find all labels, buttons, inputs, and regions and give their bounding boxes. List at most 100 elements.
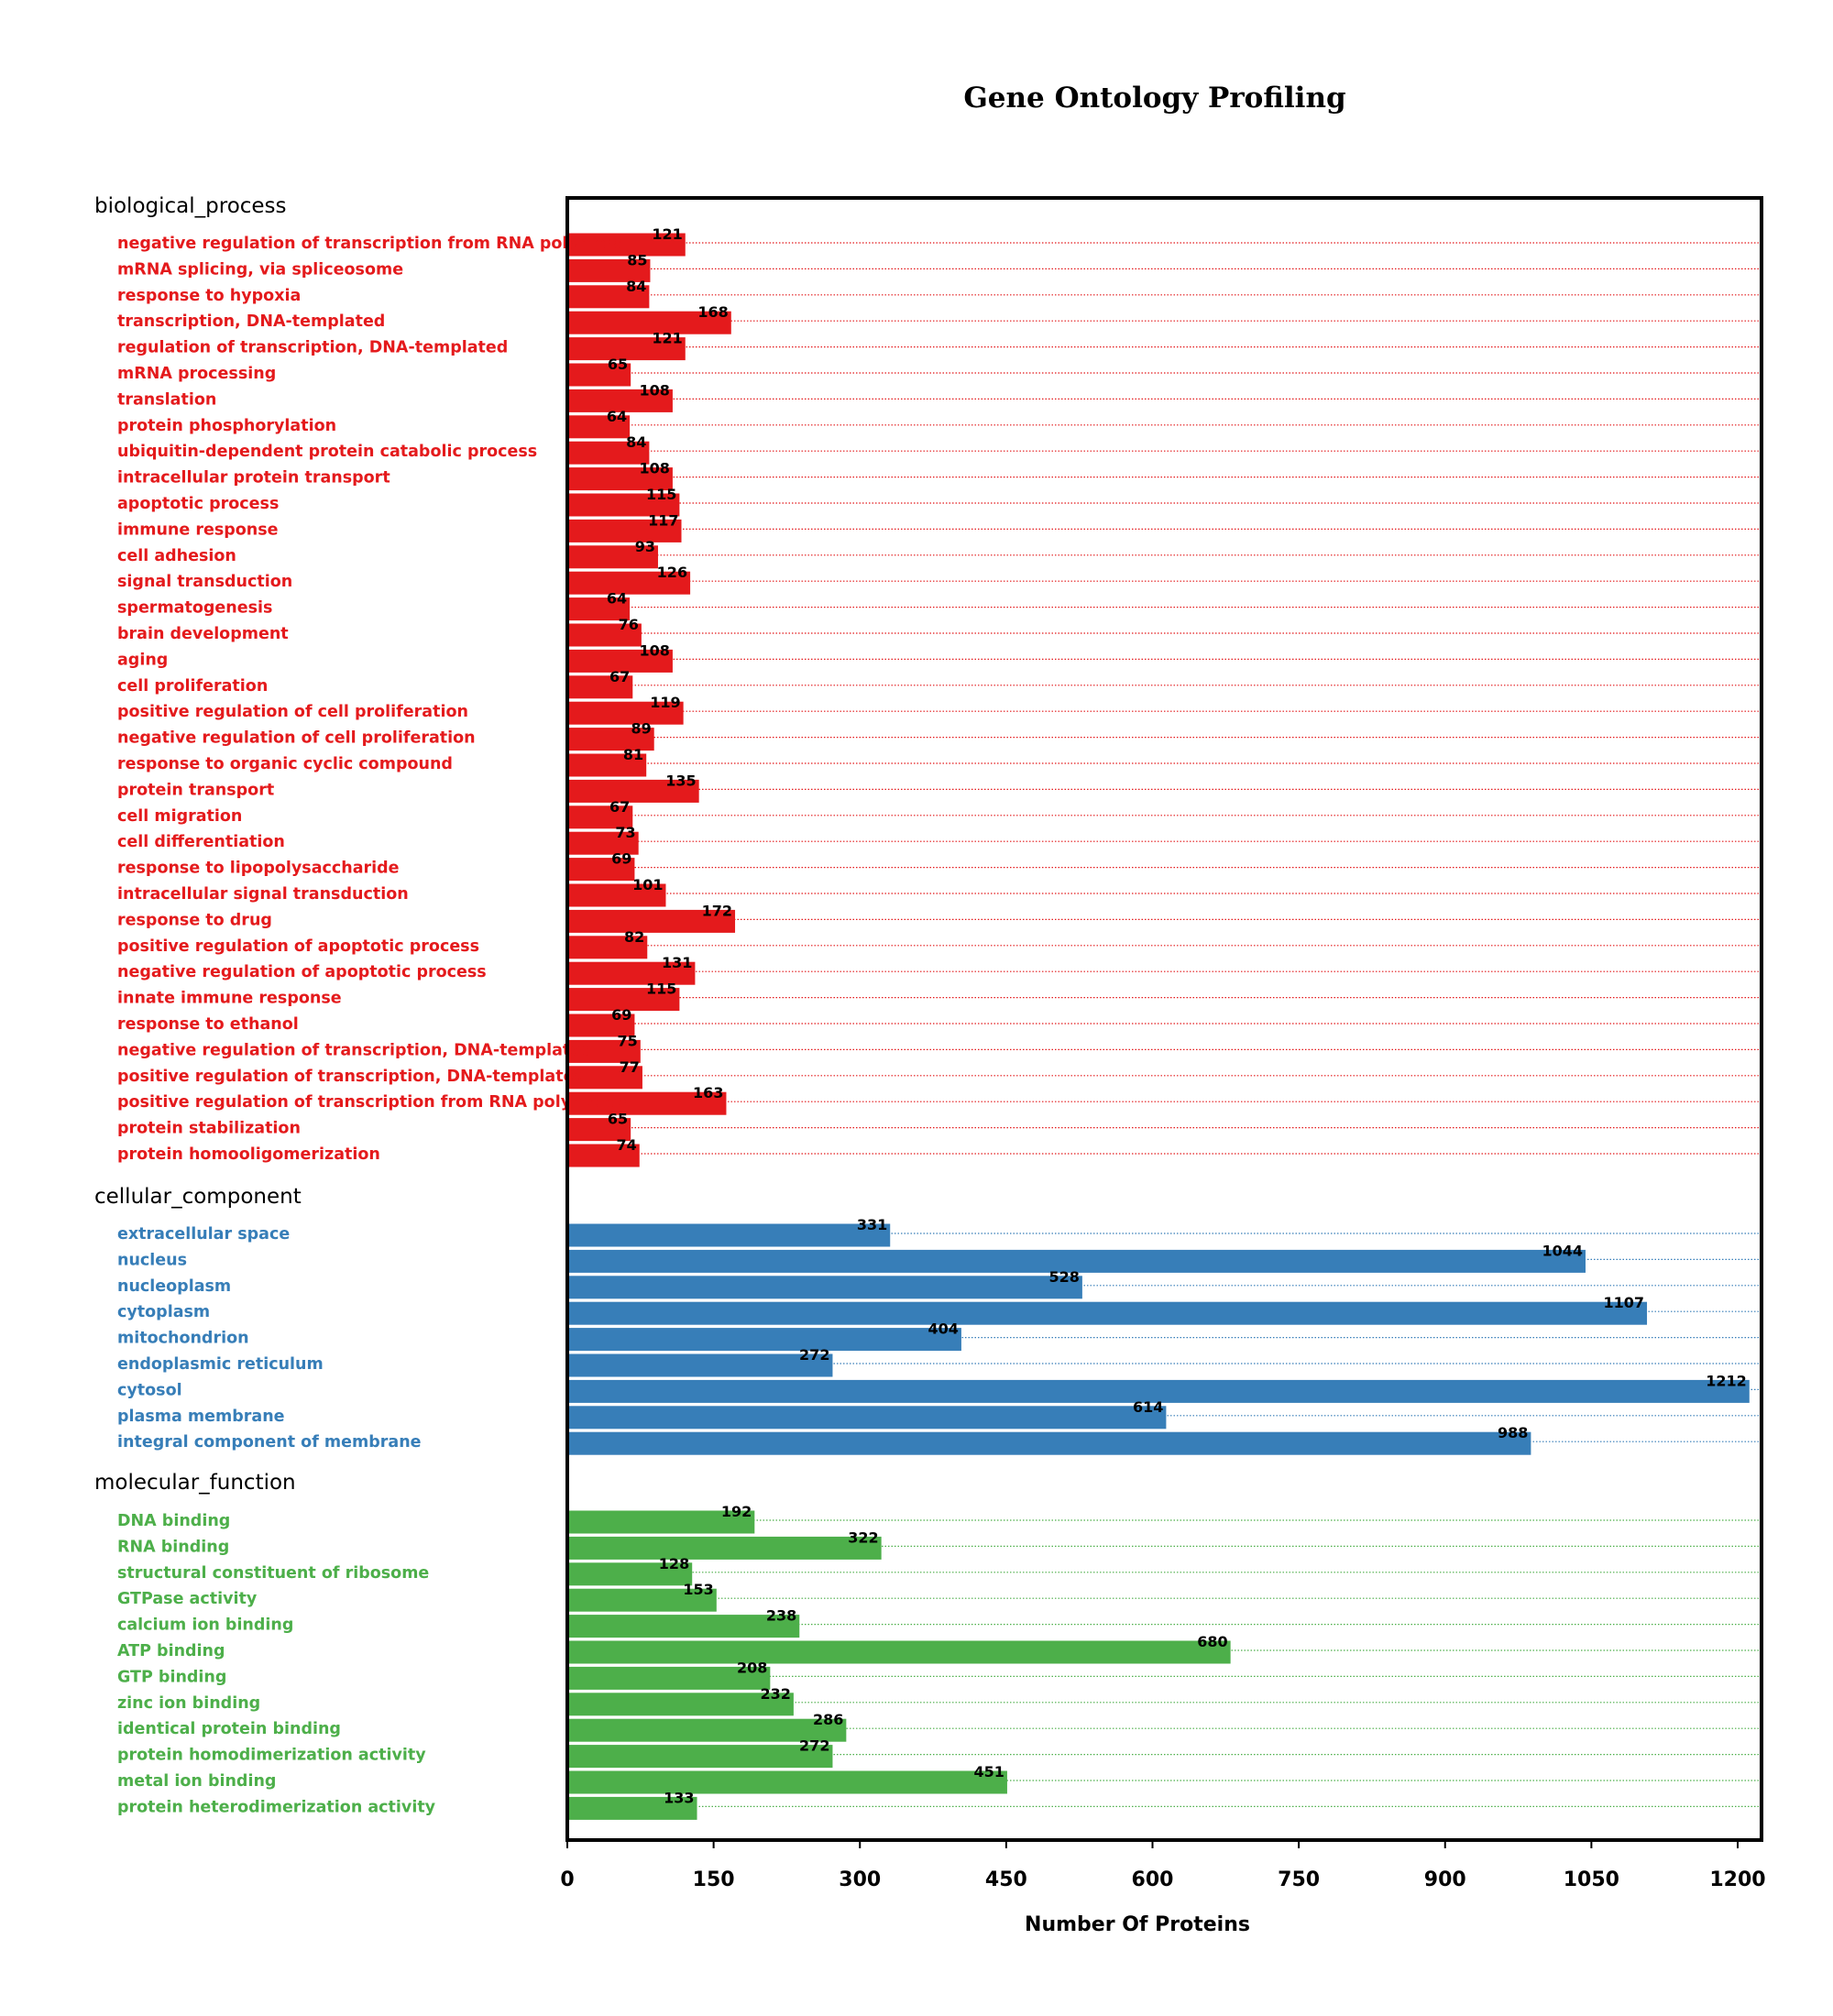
- category-label: negative regulation of transcription, DN…: [117, 1041, 593, 1059]
- category-label: innate immune response: [117, 990, 342, 1008]
- bar: [567, 1745, 833, 1769]
- category-label: endoplasmic reticulum: [117, 1355, 324, 1374]
- value-label: 322: [848, 1528, 878, 1546]
- value-label: 135: [665, 772, 696, 789]
- category-label: apoptotic process: [117, 495, 279, 513]
- category-label: response to ethanol: [117, 1015, 299, 1034]
- value-label: 153: [683, 1581, 713, 1598]
- category-label: ubiquitin-dependent protein catabolic pr…: [117, 443, 537, 461]
- bar: [567, 1353, 833, 1377]
- category-label: mRNA processing: [117, 365, 276, 383]
- x-tick-label: 300: [839, 1868, 881, 1891]
- bar: [567, 728, 654, 751]
- value-label: 117: [648, 511, 678, 529]
- value-label: 74: [616, 1136, 636, 1154]
- value-label: 404: [928, 1320, 959, 1338]
- bar: [567, 493, 680, 517]
- category-label: protein phosphorylation: [117, 417, 336, 435]
- value-label: 1107: [1604, 1294, 1645, 1311]
- value-label: 67: [609, 668, 630, 685]
- bar: [567, 701, 684, 725]
- bar: [567, 1588, 717, 1612]
- value-label: 119: [650, 694, 680, 711]
- category-label: signal transduction: [117, 573, 292, 591]
- value-label: 238: [766, 1607, 796, 1625]
- category-label: positive regulation of apoptotic process: [117, 937, 479, 956]
- category-label: metal ion binding: [117, 1772, 276, 1791]
- value-label: 208: [737, 1659, 767, 1676]
- value-label: 331: [857, 1216, 887, 1233]
- plot-frame: [565, 196, 1763, 1842]
- bar: [567, 467, 673, 491]
- value-label: 64: [607, 408, 627, 425]
- category-label: brain development: [117, 625, 289, 643]
- bar: [567, 1770, 1007, 1794]
- value-label: 84: [626, 278, 646, 295]
- x-tick-label: 900: [1424, 1868, 1466, 1891]
- bar: [567, 675, 633, 699]
- group-label: cellular_component: [94, 1185, 302, 1209]
- bar: [567, 1379, 1750, 1403]
- category-label: protein homodimerization activity: [117, 1747, 426, 1765]
- category-label: zinc ion binding: [117, 1694, 260, 1713]
- bar: [567, 545, 658, 569]
- bar: [567, 623, 642, 647]
- bar: [567, 1013, 635, 1037]
- value-label: 988: [1498, 1424, 1528, 1441]
- bar: [567, 1796, 697, 1820]
- bar: [567, 389, 673, 412]
- x-tick-label: 450: [985, 1868, 1027, 1891]
- category-label: integral component of membrane: [117, 1433, 422, 1452]
- bar: [567, 258, 651, 282]
- value-label: 163: [693, 1084, 723, 1101]
- value-label: 89: [631, 720, 651, 738]
- bar: [567, 1223, 891, 1247]
- bar: [567, 311, 731, 334]
- category-label: structural constituent of ribosome: [117, 1564, 429, 1583]
- value-label: 67: [609, 798, 630, 816]
- category-label: nucleoplasm: [117, 1277, 231, 1296]
- category-label: mRNA splicing, via spliceosome: [117, 260, 403, 279]
- value-label: 115: [646, 486, 676, 503]
- value-label: 81: [623, 746, 643, 763]
- category-label: cytoplasm: [117, 1303, 210, 1321]
- bar: [567, 1406, 1167, 1430]
- bar: [567, 858, 635, 882]
- bar: [567, 363, 631, 387]
- bar: [567, 1562, 693, 1586]
- bar: [567, 909, 736, 933]
- value-label: 192: [721, 1503, 752, 1520]
- bar: [567, 1718, 847, 1742]
- x-tick-label: 0: [560, 1868, 574, 1891]
- bar: [567, 571, 691, 595]
- value-label: 272: [799, 1737, 829, 1755]
- value-label: 172: [702, 902, 732, 919]
- value-label: 232: [760, 1685, 790, 1703]
- value-label: 69: [611, 850, 631, 868]
- value-label: 84: [626, 433, 646, 451]
- bar: [567, 1066, 642, 1090]
- value-label: 133: [664, 1789, 694, 1806]
- category-label: response to hypoxia: [117, 287, 301, 305]
- value-label: 451: [974, 1763, 1004, 1780]
- category-label: negative regulation of apoptotic process: [117, 963, 487, 981]
- category-label: intracellular protein transport: [117, 469, 390, 488]
- category-label: immune response: [117, 520, 279, 539]
- category-label: mitochondrion: [117, 1330, 249, 1348]
- x-tick-label: 1200: [1709, 1868, 1765, 1891]
- bar: [567, 988, 680, 1012]
- value-label: 121: [652, 330, 682, 347]
- value-label: 286: [813, 1711, 843, 1728]
- bar: [567, 1693, 794, 1716]
- bar: [567, 1510, 755, 1534]
- value-label: 108: [640, 641, 670, 659]
- category-label: positive regulation of transcription fro…: [117, 1093, 627, 1112]
- bar: [567, 1249, 1586, 1273]
- category-label: protein transport: [117, 781, 274, 799]
- value-label: 272: [799, 1346, 829, 1364]
- category-label: cell differentiation: [117, 833, 285, 851]
- x-axis: 0 150 300 450 600 750 900 1050 1200: [560, 1840, 1766, 1891]
- category-label: cell migration: [117, 807, 242, 826]
- category-label: response to drug: [117, 911, 272, 929]
